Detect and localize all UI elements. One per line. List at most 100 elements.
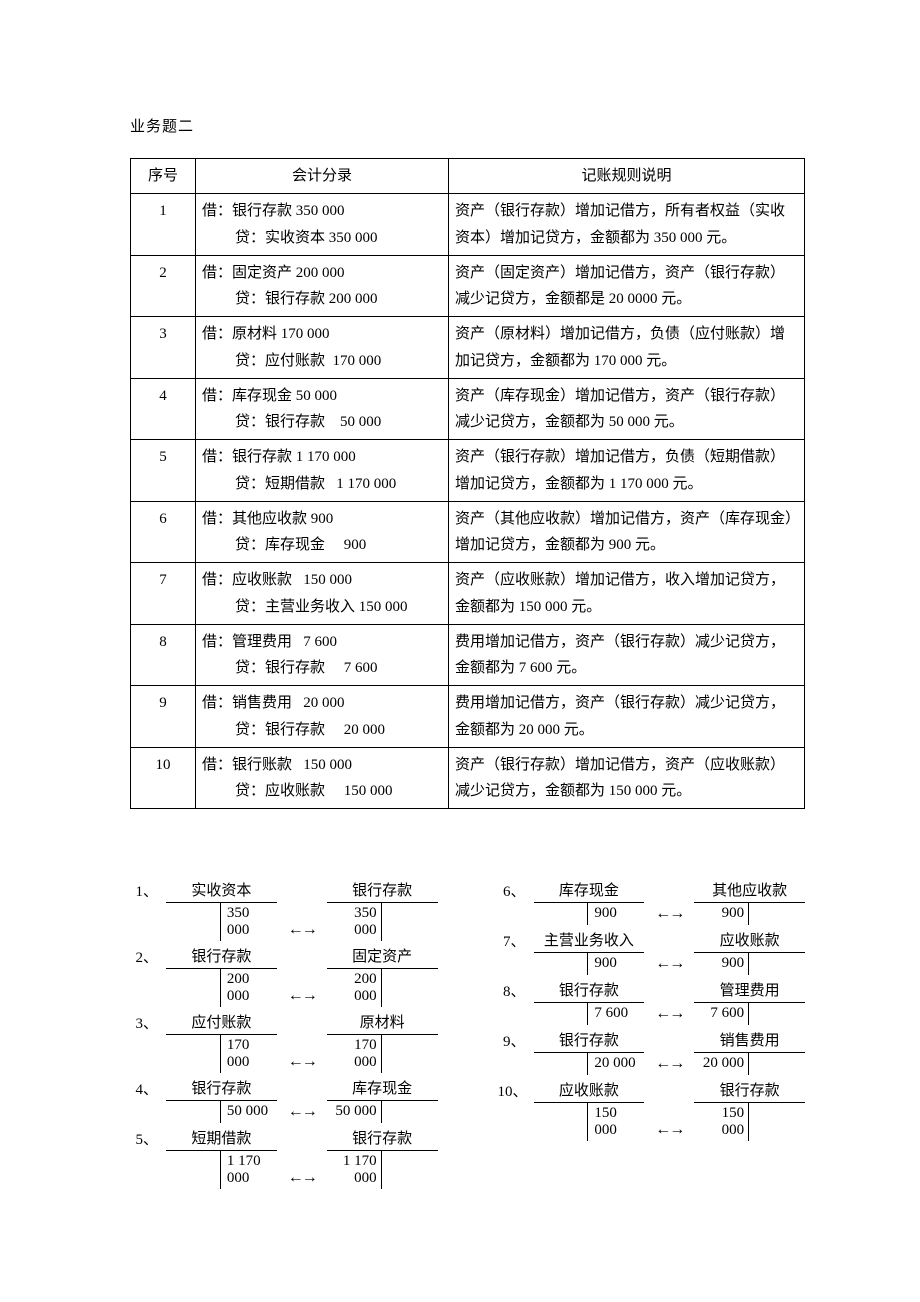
t-debit: 7 600: [694, 1003, 749, 1025]
t-account-pair: 10、应收账款150 000←→银行存款150 000: [498, 1079, 806, 1141]
cell-entry: 借：管理费用 7 600贷：银行存款 7 600: [196, 624, 449, 686]
debit-line: 借：银行存款 350 000: [202, 198, 442, 224]
col-header-entry: 会计分录: [196, 159, 449, 194]
t-credit: [382, 1151, 438, 1189]
t-account-right: 管理费用7 600: [694, 979, 805, 1025]
cell-no: 8: [131, 624, 196, 686]
credit-line: 贷：主营业务收入 150 000: [202, 594, 442, 620]
debit-line: 借：库存现金 50 000: [202, 383, 442, 409]
t-credit: [749, 953, 805, 975]
col-header-no: 序号: [131, 159, 196, 194]
table-row: 7借：应收账款 150 000贷：主营业务收入 150 000资产（应收账款）增…: [131, 563, 805, 625]
t-debit: [534, 903, 589, 925]
t-index: 8、: [498, 979, 526, 1001]
t-account-name: 短期借款: [166, 1127, 277, 1151]
debit-line: 借：原材料 170 000: [202, 321, 442, 347]
t-credit: 900: [588, 903, 644, 925]
t-account-right: 固定资产200 000: [327, 945, 438, 1007]
t-account-pair: 7、主营业务收入900←→应收账款900: [498, 929, 806, 975]
t-credit: 1 170 000: [221, 1151, 277, 1189]
t-account-name: 管理费用: [694, 979, 805, 1003]
t-debit: [166, 1151, 221, 1189]
arrow-icon: ←→: [285, 1103, 319, 1123]
page-title: 业务题二: [130, 115, 805, 136]
cell-entry: 借：原材料 170 000贷：应付账款 170 000: [196, 317, 449, 379]
t-accounts-col-right: 6、库存现金900←→其他应收款9007、主营业务收入900←→应收账款9008…: [498, 879, 806, 1189]
t-credit: [749, 1003, 805, 1025]
t-credit: 200 000: [221, 969, 277, 1007]
cell-desc: 资产（固定资产）增加记借方，资产（银行存款）减少记贷方，金额都是 20 0000…: [449, 255, 805, 317]
cell-no: 4: [131, 378, 196, 440]
t-credit: 350 000: [221, 903, 277, 941]
t-credit: [382, 903, 438, 941]
t-account-right: 应收账款900: [694, 929, 805, 975]
t-account-name: 银行存款: [327, 1127, 438, 1151]
t-account-left: 应付账款170 000: [166, 1011, 277, 1073]
debit-line: 借：银行存款 1 170 000: [202, 444, 442, 470]
t-credit: 150 000: [588, 1103, 644, 1141]
t-account-left: 银行存款20 000: [534, 1029, 645, 1075]
t-accounts-section: 1、实收资本350 000←→银行存款350 0002、银行存款200 000←…: [130, 879, 805, 1189]
arrow-icon: ←→: [285, 1053, 319, 1073]
t-account-name: 固定资产: [327, 945, 438, 969]
credit-line: 贷：银行存款 7 600: [202, 655, 442, 681]
credit-line: 贷：银行存款 200 000: [202, 286, 442, 312]
table-row: 4借：库存现金 50 000贷：银行存款 50 000资产（库存现金）增加记借方…: [131, 378, 805, 440]
t-debit: 170 000: [327, 1035, 382, 1073]
cell-desc: 资产（原材料）增加记借方，负债（应付账款）增加记贷方，金额都为 170 000 …: [449, 317, 805, 379]
arrow-icon: ←→: [652, 1005, 686, 1025]
cell-no: 1: [131, 194, 196, 256]
credit-line: 贷：银行存款 50 000: [202, 409, 442, 435]
cell-entry: 借：银行账款 150 000贷：应收账款 150 000: [196, 747, 449, 809]
t-credit: 7 600: [588, 1003, 644, 1025]
cell-no: 3: [131, 317, 196, 379]
t-credit: 20 000: [588, 1053, 644, 1075]
arrow-icon: ←→: [652, 1055, 686, 1075]
t-account-name: 银行存款: [534, 979, 645, 1003]
t-debit: [166, 903, 221, 941]
t-account-name: 银行存款: [166, 1077, 277, 1101]
table-row: 6借：其他应收款 900贷：库存现金 900资产（其他应收款）增加记借方，资产（…: [131, 501, 805, 563]
cell-desc: 资产（银行存款）增加记借方，资产（应收账款）减少记贷方，金额都为 150 000…: [449, 747, 805, 809]
cell-no: 9: [131, 686, 196, 748]
table-row: 8借：管理费用 7 600贷：银行存款 7 600费用增加记借方，资产（银行存款…: [131, 624, 805, 686]
t-account-name: 主营业务收入: [534, 929, 645, 953]
debit-line: 借：管理费用 7 600: [202, 629, 442, 655]
t-account-pair: 5、短期借款1 170 000←→银行存款1 170 000: [130, 1127, 438, 1189]
credit-line: 贷：库存现金 900: [202, 532, 442, 558]
t-credit: [749, 1053, 805, 1075]
debit-line: 借：银行账款 150 000: [202, 752, 442, 778]
arrow-icon: ←→: [285, 1169, 319, 1189]
cell-desc: 资产（银行存款）增加记借方，负债（短期借款）增加记贷方，金额都为 1 170 0…: [449, 440, 805, 502]
t-account-name: 实收资本: [166, 879, 277, 903]
col-header-desc: 记账规则说明: [449, 159, 805, 194]
cell-no: 10: [131, 747, 196, 809]
debit-line: 借：销售费用 20 000: [202, 690, 442, 716]
table-row: 3借：原材料 170 000贷：应付账款 170 000资产（原材料）增加记借方…: [131, 317, 805, 379]
t-account-pair: 2、银行存款200 000←→固定资产200 000: [130, 945, 438, 1007]
t-credit: 170 000: [221, 1035, 277, 1073]
table-row: 5借：银行存款 1 170 000贷：短期借款 1 170 000资产（银行存款…: [131, 440, 805, 502]
table-row: 2借：固定资产 200 000贷：银行存款 200 000资产（固定资产）增加记…: [131, 255, 805, 317]
t-account-right: 库存现金50 000: [327, 1077, 438, 1123]
t-credit: [382, 969, 438, 1007]
credit-line: 贷：实收资本 350 000: [202, 225, 442, 251]
cell-no: 7: [131, 563, 196, 625]
t-index: 7、: [498, 929, 526, 951]
t-debit: 900: [694, 903, 749, 925]
table-row: 1借：银行存款 350 000贷：实收资本 350 000资产（银行存款）增加记…: [131, 194, 805, 256]
cell-entry: 借：应收账款 150 000贷：主营业务收入 150 000: [196, 563, 449, 625]
t-account-name: 银行存款: [166, 945, 277, 969]
t-account-left: 银行存款200 000: [166, 945, 277, 1007]
debit-line: 借：其他应收款 900: [202, 506, 442, 532]
table-row: 9借：销售费用 20 000贷：银行存款 20 000费用增加记借方，资产（银行…: [131, 686, 805, 748]
t-index: 5、: [130, 1127, 158, 1149]
t-index: 6、: [498, 879, 526, 901]
t-credit: [749, 903, 805, 925]
credit-line: 贷：应付账款 170 000: [202, 348, 442, 374]
t-account-left: 银行存款50 000: [166, 1077, 277, 1123]
t-debit: 20 000: [694, 1053, 749, 1075]
t-debit: 350 000: [327, 903, 382, 941]
t-index: 3、: [130, 1011, 158, 1033]
arrow-icon: ←→: [285, 987, 319, 1007]
